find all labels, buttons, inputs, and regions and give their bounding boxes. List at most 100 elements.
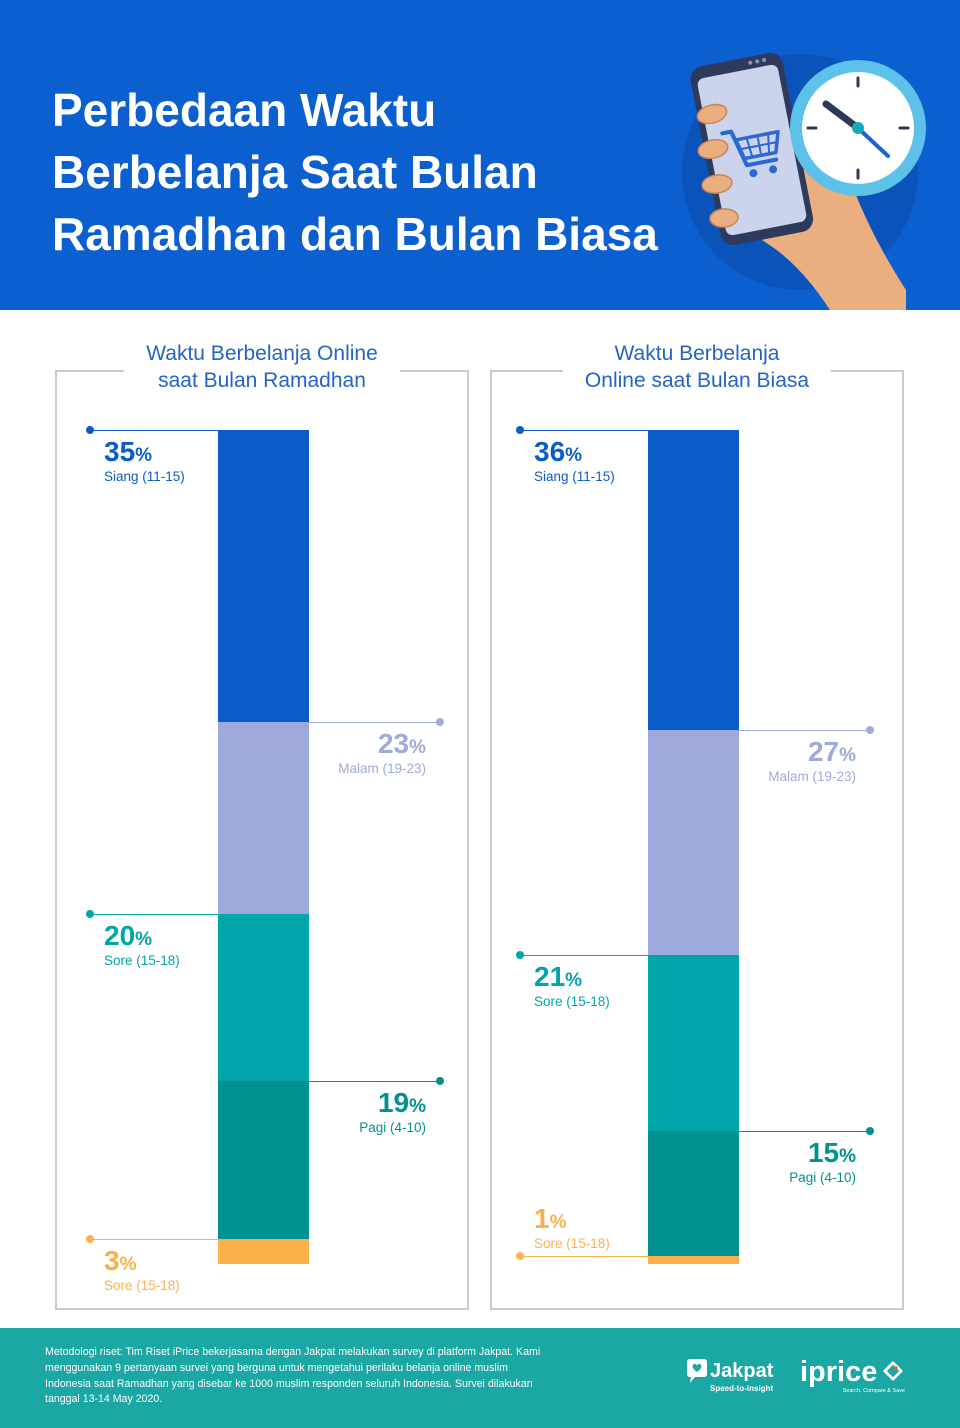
leader-line-sore <box>90 914 218 915</box>
leader-line-malam <box>739 730 870 731</box>
header-banner: Perbedaan Waktu Berbelanja Saat Bulan Ra… <box>0 0 960 310</box>
iprice-tag-icon <box>883 1361 903 1381</box>
segment-label-pagi: 19% Pagi (4-10) <box>226 1088 426 1137</box>
segment-category-label: Pagi (4-10) <box>359 1120 426 1135</box>
segment-value-sore: 21% <box>534 962 610 992</box>
leader-dot-siang <box>86 426 94 434</box>
value-number: 1 <box>534 1203 550 1234</box>
iprice-logo-text: iprice <box>800 1356 878 1388</box>
methodology-line-1: Metodologi riset: Tim Riset iPrice beker… <box>45 1346 541 1358</box>
footer: Metodologi riset: Tim Riset iPrice beker… <box>0 1328 960 1428</box>
leader-dot-pagi <box>866 1127 874 1135</box>
value-number: 3 <box>104 1245 120 1276</box>
segment-label-malam: 27% Malam (19-23) <box>656 737 856 786</box>
value-unit: % <box>409 737 426 758</box>
chart-title-line-2: saat Bulan Ramadhan <box>158 369 366 392</box>
value-number: 19 <box>377 1087 410 1118</box>
title-line-3: Ramadhan dan Bulan Biasa <box>52 208 658 260</box>
segment-category-label: Sore (15-18) <box>104 1278 180 1293</box>
segment-label-sore-2: 3% Sore (15-18) <box>104 1246 180 1295</box>
leader-line-sore <box>520 955 648 956</box>
value-unit: % <box>839 745 856 766</box>
chart-title-line-1: Waktu Berbelanja <box>614 342 780 365</box>
jakpat-logo-text: Jakpat <box>710 1360 774 1382</box>
chart-title-line-1: Waktu Berbelanja Online <box>146 342 378 365</box>
bar-segment-pagi <box>218 1080 309 1239</box>
segment-category-label: Malam (19-23) <box>338 761 426 776</box>
segment-category-label: Siang (11-15) <box>104 469 185 484</box>
segment-label-pagi: 15% Pagi (4-10) <box>656 1138 856 1187</box>
bar-segment-siang <box>648 430 739 731</box>
leader-line-malam <box>309 722 440 723</box>
chart-title-line-2: Online saat Bulan Biasa <box>584 369 810 392</box>
segment-label-sore: 21% Sore (15-18) <box>534 962 610 1011</box>
methodology-note: Metodologi riset: Tim Riset iPrice beker… <box>45 1345 540 1408</box>
leader-line-pagi <box>739 1131 870 1132</box>
segment-value-pagi: 15% <box>656 1138 856 1168</box>
leader-dot-malam <box>436 718 444 726</box>
segment-value-malam: 27% <box>656 737 856 767</box>
leader-dot-siang <box>516 426 524 434</box>
title-line-1: Perbedaan Waktu <box>52 84 437 136</box>
bar-segment-sore-2 <box>218 1238 309 1264</box>
fingers <box>696 103 739 228</box>
segment-label-sore: 20% Sore (15-18) <box>104 921 180 970</box>
value-unit: % <box>135 929 153 950</box>
segment-value-sore-2: 3% <box>104 1246 180 1276</box>
segment-category-label: Sore (15-18) <box>104 953 180 968</box>
iprice-tagline: Search, Compare & Save <box>842 1388 905 1394</box>
value-unit: % <box>409 1096 426 1117</box>
value-unit: % <box>135 445 153 466</box>
leader-line-sore-2 <box>90 1239 218 1240</box>
page-title: Perbedaan Waktu Berbelanja Saat Bulan Ra… <box>52 79 658 265</box>
clock-icon <box>790 60 926 196</box>
bar-segment-pagi <box>648 1130 739 1256</box>
value-unit: % <box>119 1254 137 1275</box>
segment-value-malam: 23% <box>226 729 426 759</box>
leader-line-sore-2 <box>520 1256 648 1257</box>
bar-segment-sore <box>218 913 309 1081</box>
bar-segment-sore-2 <box>648 1255 739 1264</box>
value-unit: % <box>549 1212 567 1233</box>
title-line-2: Berbelanja Saat Bulan <box>52 146 538 198</box>
methodology-line-4: tanggal 13-14 May 2020. <box>45 1393 163 1406</box>
leader-dot-sore-2 <box>516 1252 524 1260</box>
segment-category-label: Malam (19-23) <box>768 769 856 784</box>
value-number: 15 <box>807 1137 840 1168</box>
value-number: 36 <box>534 436 566 467</box>
segment-value-pagi: 19% <box>226 1088 426 1118</box>
segment-category-label: Pagi (4-10) <box>789 1170 856 1185</box>
leader-line-siang <box>520 430 648 431</box>
hand-holding-phone-illustration <box>682 52 926 310</box>
bar-segment-sore <box>648 955 739 1131</box>
jakpat-logo-icon <box>687 1359 707 1383</box>
value-number: 27 <box>807 736 840 767</box>
shopping-cart-icon <box>720 129 780 178</box>
value-number: 21 <box>534 961 566 992</box>
segment-label-malam: 23% Malam (19-23) <box>226 729 426 778</box>
chart-title-ramadhan: Waktu Berbelanja Online saat Bulan Ramad… <box>124 340 400 394</box>
segment-label-sore-2: 1% Sore (15-18) <box>534 1204 610 1253</box>
chart-panel-biasa: Waktu Berbelanja Online saat Bulan Biasa <box>490 340 904 1310</box>
bar-segment-malam <box>648 730 739 956</box>
segment-category-label: Sore (15-18) <box>534 1236 610 1251</box>
segment-value-sore-2: 1% <box>534 1204 610 1234</box>
value-number: 20 <box>104 920 136 951</box>
segment-label-siang: 35% Siang (11-15) <box>104 437 185 486</box>
leader-dot-sore <box>86 910 94 918</box>
segment-value-siang: 36% <box>534 437 615 467</box>
value-unit: % <box>565 970 583 991</box>
leader-line-siang <box>90 430 218 431</box>
phone-icon <box>690 52 814 246</box>
segment-label-siang: 36% Siang (11-15) <box>534 437 615 486</box>
value-number: 35 <box>104 436 136 467</box>
leader-dot-sore-2 <box>86 1235 94 1243</box>
value-unit: % <box>565 445 583 466</box>
segment-value-siang: 35% <box>104 437 185 467</box>
chart-title-biasa: Waktu Berbelanja Online saat Bulan Biasa <box>562 340 832 394</box>
bar-segment-malam <box>218 721 309 914</box>
leader-dot-malam <box>866 726 874 734</box>
jakpat-tagline: Speed-to-insight <box>710 1384 774 1393</box>
value-number: 23 <box>377 728 410 759</box>
